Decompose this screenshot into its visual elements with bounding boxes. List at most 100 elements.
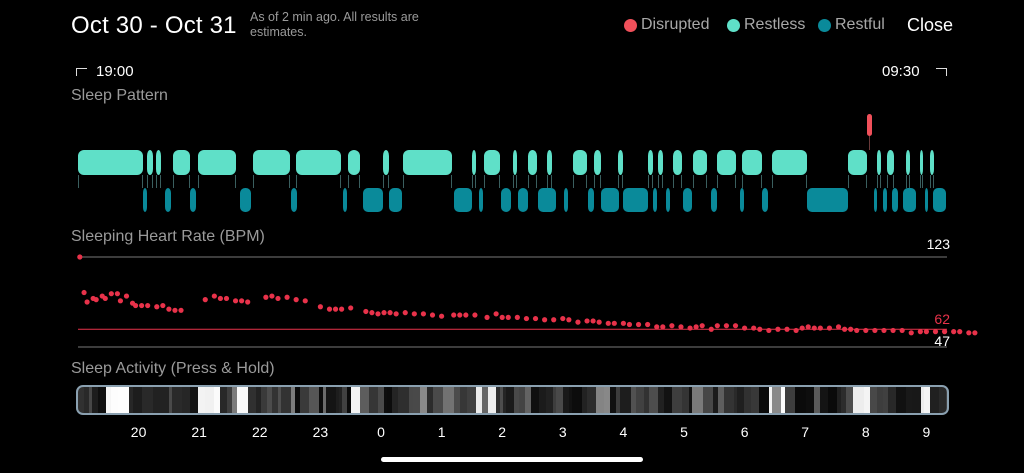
- hr-point: [835, 324, 842, 330]
- hr-point: [669, 323, 675, 329]
- hr-point: [302, 298, 308, 304]
- activity-segment: [631, 386, 636, 414]
- hr-point: [626, 321, 633, 328]
- restful-block: [925, 188, 928, 212]
- hr-point: [339, 306, 345, 312]
- restless-block: [693, 150, 707, 175]
- activity-segment: [467, 386, 476, 414]
- close-button[interactable]: Close: [907, 15, 954, 35]
- sleep-pattern-chart[interactable]: [0, 108, 1024, 216]
- activity-segment: [153, 386, 160, 414]
- home-indicator[interactable]: [381, 457, 643, 462]
- estimate-note: As of 2 min ago. All results are estimat…: [250, 10, 419, 39]
- hr-point: [93, 297, 99, 303]
- activity-segment: [672, 386, 682, 414]
- restless-block: [658, 150, 663, 175]
- legend-label: Disrupted: [641, 16, 710, 33]
- hr-point: [699, 323, 705, 329]
- hr-point: [611, 320, 617, 326]
- restless-block: [513, 150, 517, 175]
- page-title: Oct 30 - Oct 31: [71, 12, 237, 39]
- activity-segment: [896, 386, 906, 414]
- activity-segment: [309, 386, 319, 414]
- hr-point: [493, 311, 499, 317]
- activity-segment: [519, 386, 525, 414]
- restful-block: [538, 188, 556, 212]
- axis-tick-label: 8: [861, 424, 870, 440]
- start-bracket-icon: [76, 68, 87, 76]
- activity-segment: [841, 386, 846, 414]
- hr-point: [132, 302, 139, 309]
- hr-point: [375, 311, 381, 317]
- activity-segment: [888, 386, 896, 414]
- activity-segment: [319, 386, 323, 414]
- activity-segment: [454, 386, 460, 414]
- hr-point: [742, 325, 748, 331]
- hr-point: [635, 321, 642, 328]
- axis-tick-label: 5: [680, 424, 688, 440]
- end-time: 09:30: [882, 63, 920, 80]
- sleep-activity-strip[interactable]: [0, 384, 1024, 418]
- hr-point: [514, 314, 520, 320]
- activity-segment: [846, 386, 853, 414]
- hr-point: [326, 306, 333, 312]
- hr-point: [941, 329, 948, 335]
- hr-point: [784, 326, 790, 332]
- hr-point: [751, 325, 757, 331]
- activity-segment: [744, 386, 751, 414]
- activity-segment: [921, 386, 924, 414]
- activity-segment: [859, 386, 864, 414]
- restless-block: [253, 150, 290, 175]
- restful-block: [711, 188, 717, 212]
- heart-rate-chart[interactable]: [0, 250, 1024, 355]
- restful-block: [363, 188, 383, 212]
- hr-point: [178, 307, 184, 313]
- activity-segment: [814, 386, 820, 414]
- hr-point: [872, 327, 878, 334]
- hr-min-value: 47: [934, 333, 950, 349]
- activity-segment: [828, 386, 837, 414]
- hr-point: [811, 325, 817, 331]
- activity-segment: [133, 386, 142, 414]
- hr-point: [139, 302, 145, 309]
- hr-point: [172, 307, 178, 313]
- activity-segment: [98, 386, 106, 414]
- axis-tick-label: 20: [130, 424, 147, 440]
- activity-segment: [347, 386, 351, 414]
- activity-segment: [596, 386, 604, 414]
- hr-point: [660, 324, 666, 330]
- activity-segment: [84, 386, 89, 414]
- restful-block: [892, 188, 898, 212]
- activity-segment: [503, 386, 506, 414]
- activity-segment: [636, 386, 644, 414]
- activity-segment: [392, 386, 398, 414]
- activity-segment: [398, 386, 409, 414]
- restful-block: [874, 188, 877, 212]
- restless-block: [173, 150, 190, 175]
- restful-block: [454, 188, 472, 212]
- hr-max-value: 123: [926, 236, 950, 252]
- hr-point: [160, 302, 166, 309]
- restful-block: [933, 188, 946, 212]
- activity-segment: [682, 386, 689, 414]
- activity-segment: [718, 386, 724, 414]
- hr-point: [972, 330, 978, 336]
- hr-point: [499, 314, 505, 320]
- activity-segment: [384, 386, 387, 414]
- activity-segment: [351, 386, 354, 414]
- hr-point: [223, 295, 230, 302]
- axis-tick-label: 2: [498, 424, 507, 440]
- activity-segment: [248, 386, 256, 414]
- restless-block: [594, 150, 601, 175]
- hr-point: [708, 326, 714, 332]
- activity-segment: [737, 386, 744, 414]
- activity-segment: [476, 386, 482, 414]
- activity-segment: [339, 386, 342, 414]
- hr-point: [654, 324, 660, 330]
- activity-segment: [877, 386, 883, 414]
- hr-point: [732, 323, 739, 329]
- hr-point: [245, 299, 251, 305]
- activity-segment: [924, 386, 930, 414]
- activity-segment: [92, 386, 98, 414]
- hr-point: [863, 327, 869, 334]
